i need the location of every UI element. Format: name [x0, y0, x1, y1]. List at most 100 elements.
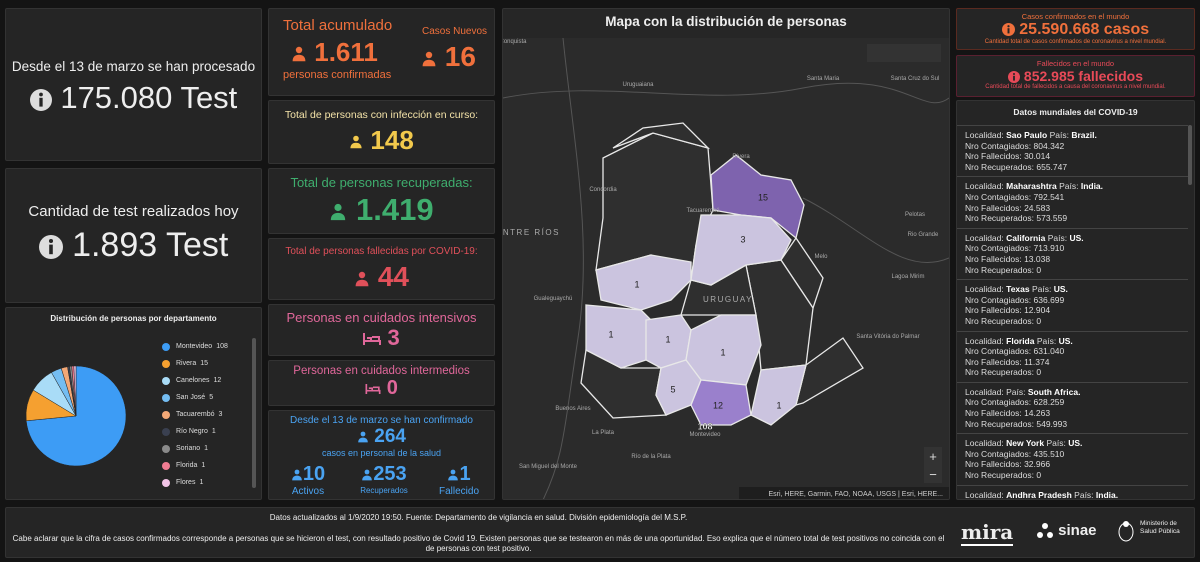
- entry-location: Localidad: Maharashtra País: India.: [965, 181, 1180, 192]
- value-row: 0: [269, 377, 494, 400]
- legend-dot: [162, 444, 170, 453]
- legend-value: 1: [199, 479, 204, 486]
- value-row: 148: [269, 125, 494, 156]
- pie-slice: [73, 365, 77, 417]
- list-entry: Localidad: Texas País: US. Nro Contagiado…: [957, 280, 1188, 332]
- entry-line: Nro Recuperados: 655.747: [965, 162, 1180, 173]
- field-label: Nro Contagiados:: [965, 140, 1032, 151]
- zoom-out[interactable]: −: [929, 467, 937, 482]
- legend-value: 12: [213, 377, 222, 384]
- label: Total de personas recuperadas:: [290, 175, 473, 190]
- value: 1.893 Test: [72, 226, 229, 264]
- health-staff-panel: Desde el 13 de marzo se han confirmado 2…: [268, 410, 495, 500]
- person-icon: [349, 135, 363, 149]
- logo-text: sinae: [1058, 522, 1097, 539]
- entry-line: Nro Contagiados: 792.541: [965, 192, 1180, 203]
- field-label: Nro Contagiados:: [965, 191, 1032, 202]
- field-value: 631.040: [1033, 346, 1065, 357]
- person-icon: [329, 203, 347, 221]
- legend-name: Canelones: [176, 377, 210, 384]
- value-row: 25.590.668 casos: [957, 21, 1194, 39]
- field-label: Nro Fallecidos:: [965, 408, 1022, 419]
- legend-dot: [162, 393, 170, 402]
- locality: Texas: [1006, 284, 1030, 295]
- list-entry: Localidad: Andhra Pradesh País: India.Nr…: [957, 486, 1188, 499]
- department-count: 5: [670, 384, 675, 394]
- scrollbar[interactable]: [1188, 125, 1192, 185]
- legend-name: San José: [176, 394, 206, 401]
- field-value: 0: [1036, 470, 1042, 481]
- entry-line: Nro Recuperados: 0: [965, 367, 1180, 378]
- place-label: La Plata: [592, 430, 615, 436]
- legend-item: Soriano 1: [162, 440, 228, 457]
- place-label: Melo: [814, 254, 828, 260]
- field-label: Localidad:: [965, 335, 1004, 346]
- legend-name: Florida: [176, 462, 198, 469]
- legend-name: Rivera: [176, 360, 197, 367]
- legend-dot: [162, 376, 170, 385]
- toolbar[interactable]: [867, 44, 941, 62]
- legend-item: Flores 1: [162, 474, 228, 491]
- entry-location: Localidad: New York País: US.: [965, 438, 1180, 449]
- legend-dot: [162, 478, 170, 487]
- bed-icon: [365, 383, 381, 394]
- value-row: 3: [269, 325, 494, 351]
- value: 1.419: [356, 192, 434, 227]
- field-value: 11.374: [1024, 356, 1050, 367]
- person-icon: [421, 51, 437, 67]
- entry-line: Nro Contagiados: 435.510: [965, 449, 1180, 460]
- place-label: Gualeguaychú: [534, 296, 573, 302]
- value-row: 852.985 fallecidos: [957, 68, 1194, 84]
- entry-location: Localidad: País: South Africa.: [965, 387, 1180, 398]
- department: [690, 214, 792, 286]
- department-canelones: [690, 379, 752, 426]
- place-label: Río de la Plata: [631, 454, 671, 460]
- field-label: Nro Fallecidos:: [965, 305, 1022, 316]
- entry-line: Nro Fallecidos: 13.038: [965, 254, 1180, 265]
- person-icon: [357, 431, 369, 443]
- field-label: Nro Contagiados:: [965, 243, 1032, 254]
- legend-item: Rivera 15: [162, 355, 228, 372]
- zoom-in[interactable]: +: [929, 449, 937, 464]
- entry-line: Nro Recuperados: 0: [965, 316, 1180, 327]
- field-label: País:: [1036, 335, 1057, 346]
- label: Total de personas con infección en curso…: [284, 109, 479, 121]
- entry-line: Nro Recuperados: 549.993: [965, 419, 1180, 430]
- place-label: Santa Maria: [807, 76, 840, 82]
- tests-panel: Desde el 13 de marzo se han procesado 17…: [5, 8, 262, 161]
- field-value: 435.510: [1033, 448, 1065, 459]
- country: US.: [1053, 284, 1068, 295]
- sinae-icon: [1037, 523, 1053, 539]
- locality: Florida: [1006, 335, 1035, 346]
- field-value: 804.342: [1033, 140, 1065, 151]
- legend-value: 108: [216, 343, 228, 350]
- list-entry: Localidad: California País: US. Nro Conta…: [957, 229, 1188, 281]
- field-label: Nro Contagiados:: [965, 346, 1032, 357]
- country: US.: [1068, 438, 1083, 449]
- legend-item: Canelones 12: [162, 372, 228, 389]
- place-label: Conquista: [503, 39, 527, 45]
- scrollbar[interactable]: [252, 338, 256, 488]
- pie-panel: Distribución de personas por departament…: [5, 307, 262, 500]
- zoom-control[interactable]: [924, 447, 942, 483]
- place-label: Lagoa Mirim: [891, 274, 924, 280]
- legend-item: Florida 1: [162, 457, 228, 474]
- list-entry: Localidad: Maharashtra País: India. Nro C…: [957, 177, 1188, 229]
- value: 25.590.668 casos: [1019, 21, 1150, 38]
- active-stat: 10 Activos: [283, 463, 333, 497]
- entry-line: Nro Contagiados: 636.699: [965, 295, 1180, 306]
- value-row: 175.080 Test: [6, 80, 261, 116]
- legend-value: 1: [201, 462, 206, 469]
- field-value: 14.263: [1024, 408, 1051, 419]
- value: 0: [386, 377, 398, 399]
- info-icon: [1002, 23, 1015, 36]
- field-label: Nro Fallecidos:: [965, 202, 1022, 213]
- field-label: Localidad:: [965, 232, 1004, 243]
- country: US.: [1069, 232, 1084, 243]
- field-label: Nro Recuperados:: [965, 315, 1034, 326]
- label: Cantidad de test realizados hoy: [28, 203, 239, 220]
- list-entry: Localidad: New York País: US. Nro Contagi…: [957, 434, 1188, 486]
- department-count: 1: [720, 347, 725, 357]
- field-label: Nro Fallecidos:: [965, 253, 1022, 264]
